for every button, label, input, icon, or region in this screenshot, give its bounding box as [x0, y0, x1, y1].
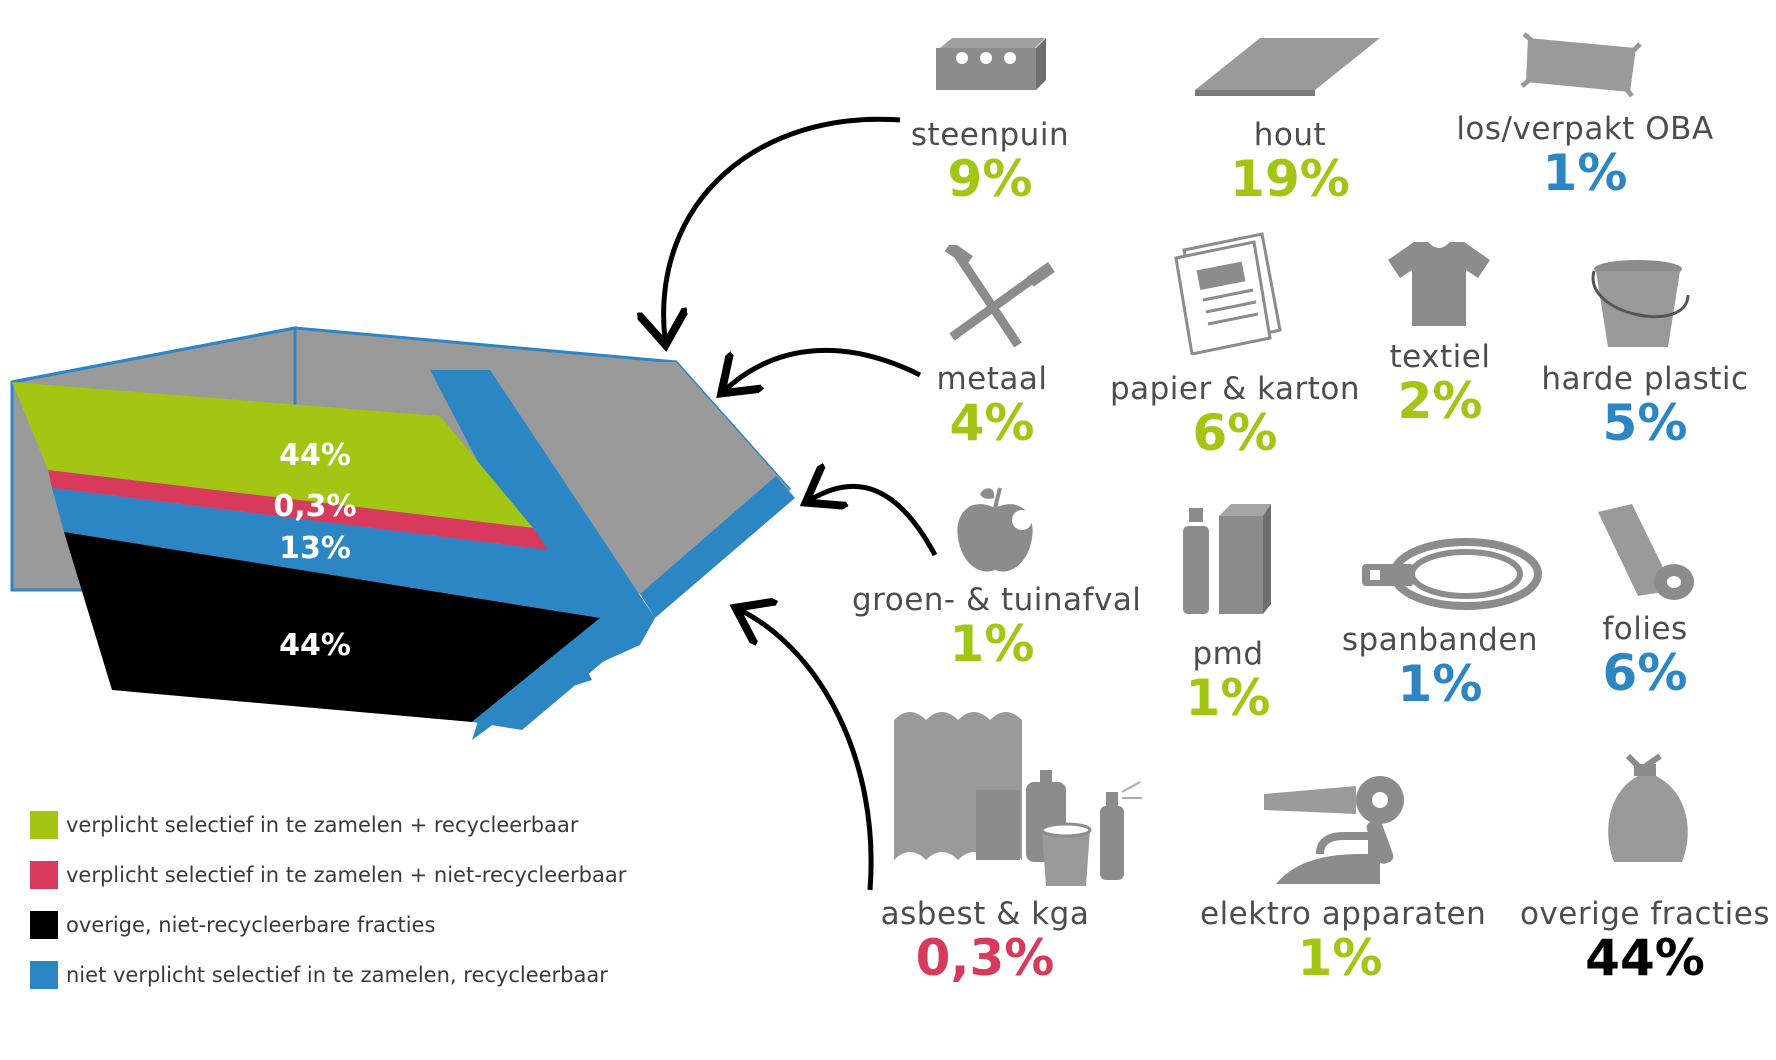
legend-swatch — [30, 961, 58, 989]
bottle-carton-icon — [1183, 504, 1271, 614]
foil-roll-icon — [1598, 504, 1694, 600]
legend: verplicht selectief in te zamelen + recy… — [30, 800, 626, 1000]
category-label: hout — [1253, 117, 1327, 153]
category-pmd: pmd 1% — [1088, 637, 1368, 726]
layer-non-recyclable-mandatory — [48, 470, 548, 550]
category-asbest: asbest & kga 0,3% — [845, 897, 1125, 986]
category-label: elektro apparaten — [1200, 896, 1487, 932]
category-percent: 1% — [1542, 144, 1628, 203]
category-papier: papier & karton 6% — [1095, 372, 1375, 461]
layer-recyclable-optional — [52, 488, 600, 618]
category-percent: 5% — [1602, 394, 1688, 453]
legend-swatch — [30, 861, 58, 889]
arrow-groen — [810, 486, 938, 557]
arrow-steenpuin — [664, 116, 901, 340]
arrow-asbest — [740, 610, 874, 891]
layer-label-red: 0,3% — [273, 489, 356, 524]
category-percent: 1% — [949, 615, 1035, 674]
category-label: folies — [1602, 611, 1688, 647]
waste-container: 44% 0,3% 13% 44% — [10, 326, 795, 740]
legend-item: niet verplicht selectief in te zamelen, … — [30, 950, 626, 1000]
category-folies: folies 6% — [1505, 612, 1776, 701]
category-spanbanden: spanbanden 1% — [1300, 623, 1580, 712]
legend-swatch — [30, 911, 58, 939]
category-label: textiel — [1389, 339, 1491, 375]
tshirt-icon — [1388, 242, 1490, 326]
legend-label: verplicht selectief in te zamelen + recy… — [66, 813, 579, 837]
legend-item: verplicht selectief in te zamelen + recy… — [30, 800, 626, 850]
arrows — [0, 116, 938, 891]
category-label: asbest & kga — [880, 896, 1090, 932]
category-percent: 1% — [1297, 929, 1383, 988]
legend-label: overige, niet-recycleerbare fracties — [66, 913, 436, 937]
bag-icon — [1520, 32, 1642, 98]
category-textiel: textiel 2% — [1300, 340, 1580, 429]
layer-other-non-recyclable — [64, 532, 600, 722]
category-percent: 6% — [1602, 644, 1688, 703]
apple-icon — [957, 487, 1033, 572]
layer-label-black: 44% — [279, 628, 351, 663]
layer-label-blue: 13% — [279, 531, 351, 566]
category-overige: overige fracties 44% — [1505, 897, 1776, 986]
category-percent: 19% — [1230, 150, 1350, 209]
category-oba: los/verpakt OBA 1% — [1445, 112, 1725, 201]
brick-icon — [936, 38, 1046, 90]
arrow-metaal — [725, 347, 922, 390]
category-label: los/verpakt OBA — [1456, 111, 1714, 147]
infographic: 44% 0,3% 13% 44% — [0, 32, 1776, 1000]
bucket-icon — [1591, 260, 1690, 347]
strap-icon — [1362, 538, 1542, 610]
trash-bag-icon — [1608, 753, 1688, 862]
category-percent: 9% — [947, 150, 1033, 209]
category-steenpuin: steenpuin 9% — [850, 118, 1130, 207]
layer-label-green: 44% — [279, 438, 351, 473]
category-plastic: harde plastic 5% — [1505, 362, 1776, 451]
category-label: papier & karton — [1109, 371, 1361, 407]
nails-icon — [944, 245, 1055, 348]
category-hout: hout 19% — [1150, 118, 1430, 207]
legend-item: verplicht selectief in te zamelen + niet… — [30, 850, 626, 900]
layer-recyclable-mandatory — [12, 382, 533, 528]
category-metaal: metaal 4% — [852, 362, 1132, 451]
category-percent: 1% — [1185, 669, 1271, 728]
container-end-wall-blue — [640, 476, 795, 618]
legend-item: overige, niet-recycleerbare fracties — [30, 900, 626, 950]
category-elektro: elektro apparaten 1% — [1200, 896, 1487, 988]
category-percent: 6% — [1192, 404, 1278, 463]
category-label: groen- & tuinafval — [852, 582, 1142, 618]
category-percent: 2% — [1397, 372, 1483, 431]
category-label: spanbanden — [1341, 622, 1539, 658]
asbestos-chemicals-icon — [894, 712, 1142, 886]
category-percent: 4% — [949, 394, 1035, 453]
category-percent: 0,3% — [915, 929, 1055, 988]
newspaper-icon — [1174, 232, 1282, 355]
legend-label: verplicht selectief in te zamelen + niet… — [66, 863, 627, 887]
category-label: overige fracties — [1519, 896, 1771, 932]
category-label: harde plastic — [1541, 361, 1749, 397]
legend-swatch — [30, 811, 58, 839]
category-label: steenpuin — [910, 117, 1070, 153]
legend-label: niet verplicht selectief in te zamelen, … — [66, 963, 608, 987]
container-bottom-edge — [472, 618, 655, 730]
category-percent: 1% — [1397, 655, 1483, 714]
category-percent: 44% — [1585, 929, 1705, 988]
category-label: metaal — [936, 361, 1048, 397]
category-label: pmd — [1192, 636, 1264, 672]
category-groen: groen- & tuinafval 1% — [852, 582, 1142, 674]
appliances-icon — [1264, 776, 1404, 884]
wood-plank-icon — [1195, 38, 1380, 96]
